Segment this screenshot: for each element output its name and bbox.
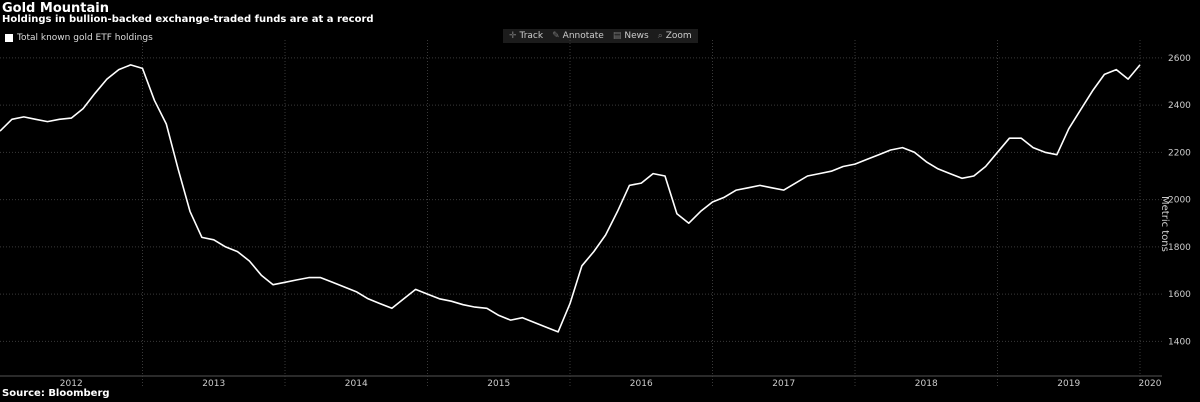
annotate-label: Annotate xyxy=(562,31,604,41)
track-label: Track xyxy=(519,31,544,41)
annotate-button[interactable]: ✎ Annotate xyxy=(552,31,604,41)
news-label: News xyxy=(624,31,649,41)
y-tick-label: 1400 xyxy=(1168,337,1191,347)
zoom-label: Zoom xyxy=(665,31,692,41)
series-line-gold-etf-holdings[interactable] xyxy=(0,64,1141,333)
y-tick-label: 2400 xyxy=(1168,101,1191,111)
x-tick-label: 2014 xyxy=(345,379,368,389)
y-tick-label: 2000 xyxy=(1168,196,1191,206)
source-note: Source: Bloomberg xyxy=(2,388,110,399)
x-tick-label: 2015 xyxy=(487,379,510,389)
zoom-icon: ⌕ xyxy=(657,31,663,41)
track-button[interactable]: ✛ Track xyxy=(509,31,543,41)
x-tick-label: 2020 xyxy=(1139,379,1162,389)
y-tick-label: 1800 xyxy=(1168,243,1191,253)
news-icon: ▤ xyxy=(612,31,622,41)
chart-subtitle: Holdings in bullion-backed exchange-trad… xyxy=(2,14,374,25)
x-tick-label: 2013 xyxy=(202,379,225,389)
legend-label: Total known gold ETF holdings xyxy=(17,33,153,43)
y-tick-label: 2600 xyxy=(1168,54,1191,64)
x-tick-label: 2018 xyxy=(915,379,938,389)
chart-legend[interactable]: Total known gold ETF holdings xyxy=(5,33,153,43)
chart-title: Gold Mountain xyxy=(2,1,109,16)
zoom-button[interactable]: ⌕ Zoom xyxy=(658,31,692,41)
x-tick-label: 2012 xyxy=(60,379,83,389)
crosshair-icon: ✛ xyxy=(509,31,517,41)
y-tick-label: 2200 xyxy=(1168,148,1191,158)
pencil-icon: ✎ xyxy=(552,31,560,41)
legend-swatch xyxy=(5,34,13,42)
y-tick-label: 1600 xyxy=(1168,290,1191,300)
x-tick-label: 2017 xyxy=(772,379,795,389)
x-tick-label: 2019 xyxy=(1057,379,1080,389)
news-button[interactable]: ▤ News xyxy=(613,31,649,41)
chart-toolbar: ✛ Track ✎ Annotate ▤ News ⌕ Zoom xyxy=(503,29,698,43)
y-axis-label: Metric tons xyxy=(1159,196,1170,252)
x-tick-label: 2016 xyxy=(630,379,653,389)
